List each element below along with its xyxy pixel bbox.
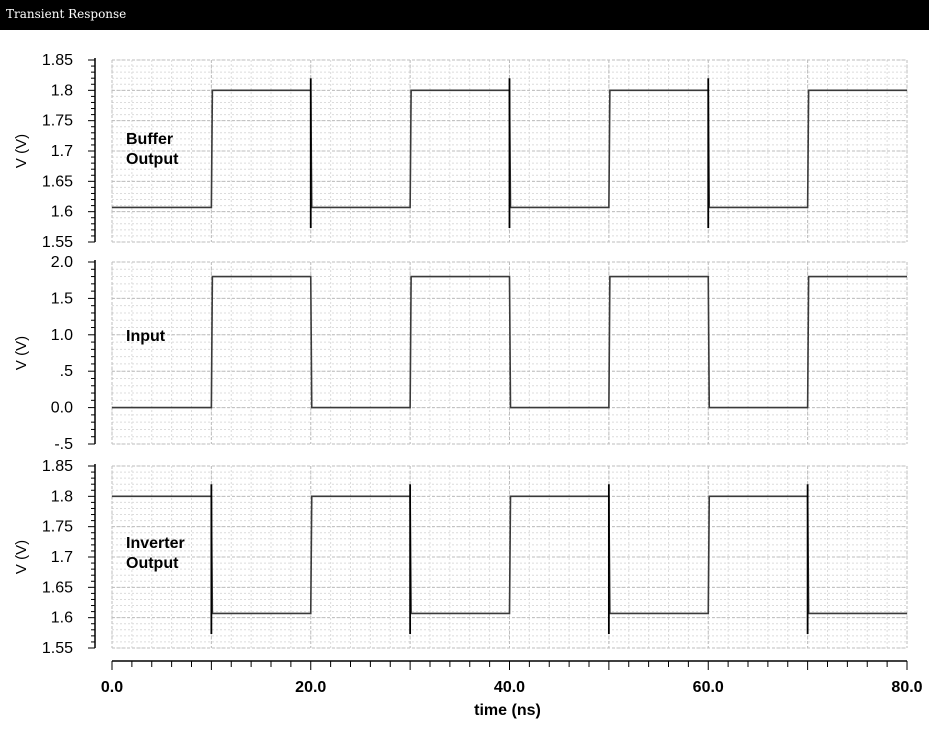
panel-0: [88, 58, 908, 243]
y-tick-label: 1.5: [51, 290, 73, 307]
x-tick-label: 80.0: [891, 679, 922, 696]
y-tick-label: 1.75: [42, 113, 73, 130]
window-titlebar: Transient Response: [0, 0, 929, 30]
annotation-label: Output: [126, 151, 179, 168]
x-tick-label: 40.0: [494, 679, 525, 696]
y-tick-label: 1.8: [51, 488, 73, 505]
y-tick-label: 1.6: [51, 610, 73, 627]
y-axis-label: V (V): [13, 134, 30, 168]
y-tick-label: 2.0: [51, 254, 73, 271]
window-title: Transient Response: [6, 7, 127, 21]
waveform-series: [112, 275, 907, 409]
y-axis-label: V (V): [13, 336, 30, 370]
y-tick-label: 1.65: [42, 579, 73, 596]
annotation-label: Output: [126, 555, 179, 572]
x-tick-label: 20.0: [295, 679, 326, 696]
x-tick-label: 60.0: [693, 679, 724, 696]
y-tick-label: -.5: [54, 436, 73, 453]
y-tick-label: 0.0: [51, 400, 73, 417]
y-axis-label: V (V): [13, 540, 30, 574]
y-tick-label: 1.7: [51, 549, 73, 566]
annotation-label: Buffer: [126, 131, 173, 148]
y-tick-label: 1.85: [42, 458, 73, 475]
annotation-label: Inverter: [126, 535, 185, 552]
panel-2: [88, 464, 908, 649]
y-tick-label: .5: [60, 363, 73, 380]
panel-1: [88, 260, 908, 445]
waveform-series: [112, 495, 907, 615]
y-tick-label: 1.6: [51, 204, 73, 221]
y-tick-label: 1.8: [51, 82, 73, 99]
y-tick-label: 1.7: [51, 143, 73, 160]
y-tick-label: 1.0: [51, 327, 73, 344]
y-tick-label: 1.55: [42, 234, 73, 251]
x-tick-label: 0.0: [101, 679, 123, 696]
y-tick-label: 1.85: [42, 52, 73, 69]
x-axis-label: time (ns): [474, 702, 541, 719]
annotation-label: Input: [126, 328, 166, 345]
y-tick-label: 1.75: [42, 519, 73, 536]
y-tick-label: 1.55: [42, 640, 73, 657]
y-tick-label: 1.65: [42, 173, 73, 190]
